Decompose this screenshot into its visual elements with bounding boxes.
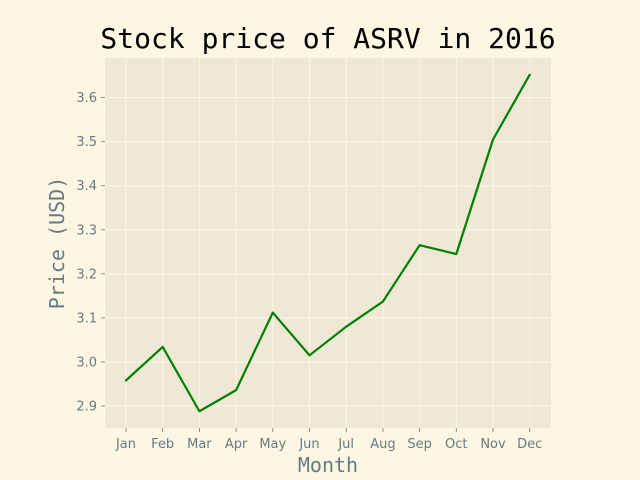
series-line: [124, 73, 531, 413]
y-tick-label: 3.6: [76, 91, 97, 106]
y-tick-label: 3.4: [76, 179, 97, 194]
x-tick-label: Sep: [407, 437, 432, 452]
y-tick-label: 3.5: [76, 135, 97, 150]
x-tick-label: Jun: [298, 437, 319, 452]
x-tick-label: Feb: [151, 437, 174, 452]
x-tick-label: Apr: [225, 437, 248, 452]
x-tick-label: Jul: [337, 437, 354, 452]
ticks: Jan Feb Mar Apr May Jun Jul Aug Sep Oct Nov Dec 2.9 3…: [76, 91, 542, 452]
x-tick-label: Mar: [187, 437, 212, 452]
x-tick-label: May: [259, 437, 286, 452]
x-axis-label: Month: [298, 453, 358, 477]
y-axis-label: Price (USD): [45, 177, 69, 309]
series: [124, 73, 531, 413]
x-tick-label: Oct: [445, 437, 467, 452]
y-tick-label: 3.2: [76, 267, 97, 282]
y-tick-label: 3.3: [76, 223, 97, 238]
chart-title: Stock price of ASRV in 2016: [100, 22, 555, 55]
grid: [105, 58, 551, 428]
y-tick-label: 3.0: [76, 355, 97, 370]
y-tick-label: 3.1: [76, 311, 97, 326]
x-tick-label: Dec: [517, 437, 542, 452]
x-tick-label: Nov: [480, 437, 506, 452]
y-tick-label: 2.9: [76, 399, 97, 414]
x-tick-label: Jan: [115, 437, 136, 452]
plot-area: [105, 58, 551, 428]
x-tick-label: Aug: [370, 437, 395, 452]
